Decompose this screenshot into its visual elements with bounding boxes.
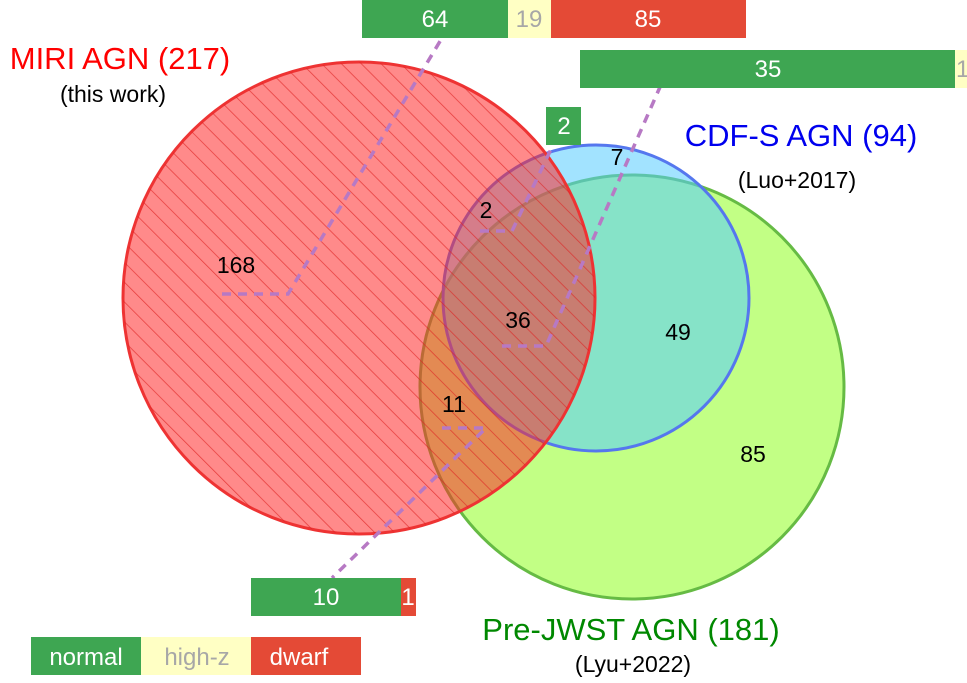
count-all-three: 36 <box>505 307 531 333</box>
bar-all-three-highz <box>955 50 967 88</box>
cdfs-subtitle: (Luo+2017) <box>738 167 856 193</box>
legend-highz-label: high-z <box>164 644 229 671</box>
legend-dwarf-swatch <box>251 637 361 675</box>
bar-miri-prejwst-normal <box>251 578 401 616</box>
connector-all-three <box>502 86 662 348</box>
bar-all-three-normal <box>580 50 955 88</box>
count-miri-only: 168 <box>217 252 255 278</box>
set-titles: MIRI AGN (217) (this work) CDF-S AGN (94… <box>10 41 918 677</box>
bar-all-three-highz-label: 1 <box>956 56 967 83</box>
bar-all-three-normal-label: 35 <box>755 56 782 83</box>
bar-miri-prejwst-normal-label: 10 <box>313 584 340 611</box>
bar-miri-only-dwarf <box>551 0 746 38</box>
prejwst-subtitle: (Lyu+2022) <box>575 651 691 677</box>
count-cdfs-only: 7 <box>611 144 624 170</box>
count-miri-cdfs: 2 <box>480 197 493 223</box>
bar-all-three: 35 1 <box>580 50 967 88</box>
connector-miri-only <box>222 37 444 296</box>
bar-miri-only-dwarf-label: 85 <box>635 6 662 33</box>
bar-miri-prejwst: 10 1 <box>251 578 416 616</box>
count-cdfs-prejwst: 49 <box>665 319 691 345</box>
bar-miri-cdfs: 2 <box>546 107 581 145</box>
connector-miri-cdfs <box>480 142 556 233</box>
prejwst-title: Pre-JWST AGN (181) <box>482 612 779 647</box>
region-counts: 168 2 7 36 49 11 85 <box>217 144 766 467</box>
bar-miri-only-highz <box>508 0 551 38</box>
bar-miri-prejwst-dwarf <box>401 578 416 616</box>
bar-miri-only: 64 19 85 <box>362 0 746 38</box>
bar-miri-cdfs-normal <box>546 107 581 145</box>
bar-miri-only-normal <box>362 0 508 38</box>
bar-miri-prejwst-dwarf-label: 1 <box>401 584 414 611</box>
bar-miri-only-highz-label: 19 <box>516 6 543 33</box>
bar-miri-cdfs-normal-label: 2 <box>557 113 570 140</box>
legend-dwarf-label: dwarf <box>270 644 329 671</box>
count-prejwst-only: 85 <box>740 441 766 467</box>
bar-miri-only-normal-label: 64 <box>422 6 449 33</box>
connector-lines <box>222 37 662 580</box>
legend-highz-swatch <box>141 637 251 675</box>
legend: normal high-z dwarf <box>31 637 361 675</box>
miri-subtitle: (this work) <box>60 81 166 107</box>
miri-title: MIRI AGN (217) <box>10 41 231 76</box>
circle-miri-hatch <box>123 62 595 534</box>
legend-normal-label: normal <box>49 644 122 671</box>
legend-normal-swatch <box>31 637 141 675</box>
count-miri-prejwst: 11 <box>442 391 466 417</box>
cdfs-title: CDF-S AGN (94) <box>685 118 918 153</box>
venn-diagram <box>121 60 846 601</box>
